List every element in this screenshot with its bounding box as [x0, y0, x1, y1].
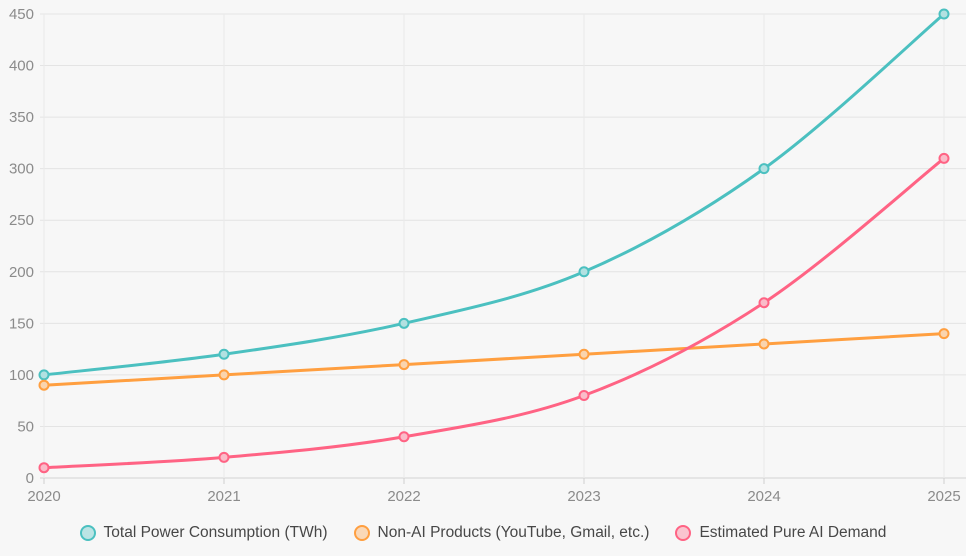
non-ai-products-youtube-gmail-etc-point[interactable]: [578, 348, 590, 360]
total-power-consumption-twh-point[interactable]: [398, 317, 410, 329]
legend-item-non-ai-products-youtube-gmail-etc[interactable]: Non-AI Products (YouTube, Gmail, etc.): [353, 524, 650, 542]
total-power-consumption-twh-line: [42, 12, 946, 377]
legend-marker-icon: [675, 525, 692, 541]
legend-label: Non-AI Products (YouTube, Gmail, etc.): [377, 524, 650, 541]
estimated-pure-ai-demand-point[interactable]: [758, 297, 770, 309]
estimated-pure-ai-demand-point[interactable]: [398, 431, 410, 443]
estimated-pure-ai-demand-point[interactable]: [938, 152, 950, 164]
non-ai-products-youtube-gmail-etc-point[interactable]: [758, 338, 770, 350]
estimated-pure-ai-demand-point[interactable]: [218, 451, 230, 463]
non-ai-products-youtube-gmail-etc-line: [42, 332, 946, 387]
non-ai-products-youtube-gmail-etc-point[interactable]: [218, 369, 230, 381]
legend-label: Estimated Pure AI Demand: [699, 524, 887, 541]
legend-marker-icon: [79, 525, 96, 541]
y-axis-label: 50: [17, 418, 34, 435]
y-axis-label: 200: [9, 264, 34, 281]
y-axis-label: 300: [9, 161, 34, 178]
y-axis-label: 0: [26, 470, 34, 487]
y-axis-label: 350: [9, 109, 34, 126]
legend-item-total-power-consumption-twh[interactable]: Total Power Consumption (TWh): [79, 524, 328, 542]
total-power-consumption-twh-point[interactable]: [938, 8, 950, 20]
non-ai-products-youtube-gmail-etc-point[interactable]: [938, 328, 950, 340]
estimated-pure-ai-demand-line: [42, 156, 946, 470]
y-axis-label: 100: [9, 367, 34, 384]
legend-marker-icon: [353, 525, 370, 541]
legend-label: Total Power Consumption (TWh): [103, 524, 328, 541]
y-axis-label: 250: [9, 212, 34, 229]
x-axis-label: 2023: [567, 488, 600, 505]
total-power-consumption-twh-point[interactable]: [758, 163, 770, 175]
y-axis-label: 400: [9, 58, 34, 75]
x-axis-label: 2022: [387, 488, 420, 505]
y-axis-label: 150: [9, 315, 34, 332]
x-axis-label: 2024: [747, 488, 780, 505]
non-ai-products-youtube-gmail-etc-point[interactable]: [398, 359, 410, 371]
x-axis-label: 2021: [207, 488, 240, 505]
x-axis-label: 2020: [27, 488, 60, 505]
x-axis-label: 2025: [927, 488, 960, 505]
estimated-pure-ai-demand-point[interactable]: [38, 462, 50, 474]
total-power-consumption-twh-point[interactable]: [218, 348, 230, 360]
non-ai-products-youtube-gmail-etc-point[interactable]: [38, 379, 50, 391]
total-power-consumption-twh-point[interactable]: [38, 369, 50, 381]
total-power-consumption-twh-point[interactable]: [578, 266, 590, 278]
y-axis-label: 450: [9, 6, 34, 23]
estimated-pure-ai-demand-point[interactable]: [578, 390, 590, 402]
line-chart: 0 50 100 150 200 250 300 350 400 450 2020 2021 2022 2…: [9, 6, 966, 505]
chart-legend: Total Power Consumption (TWh) Non-AI Prod…: [0, 510, 966, 556]
legend-item-estimated-pure-ai-demand[interactable]: Estimated Pure AI Demand: [675, 524, 886, 542]
